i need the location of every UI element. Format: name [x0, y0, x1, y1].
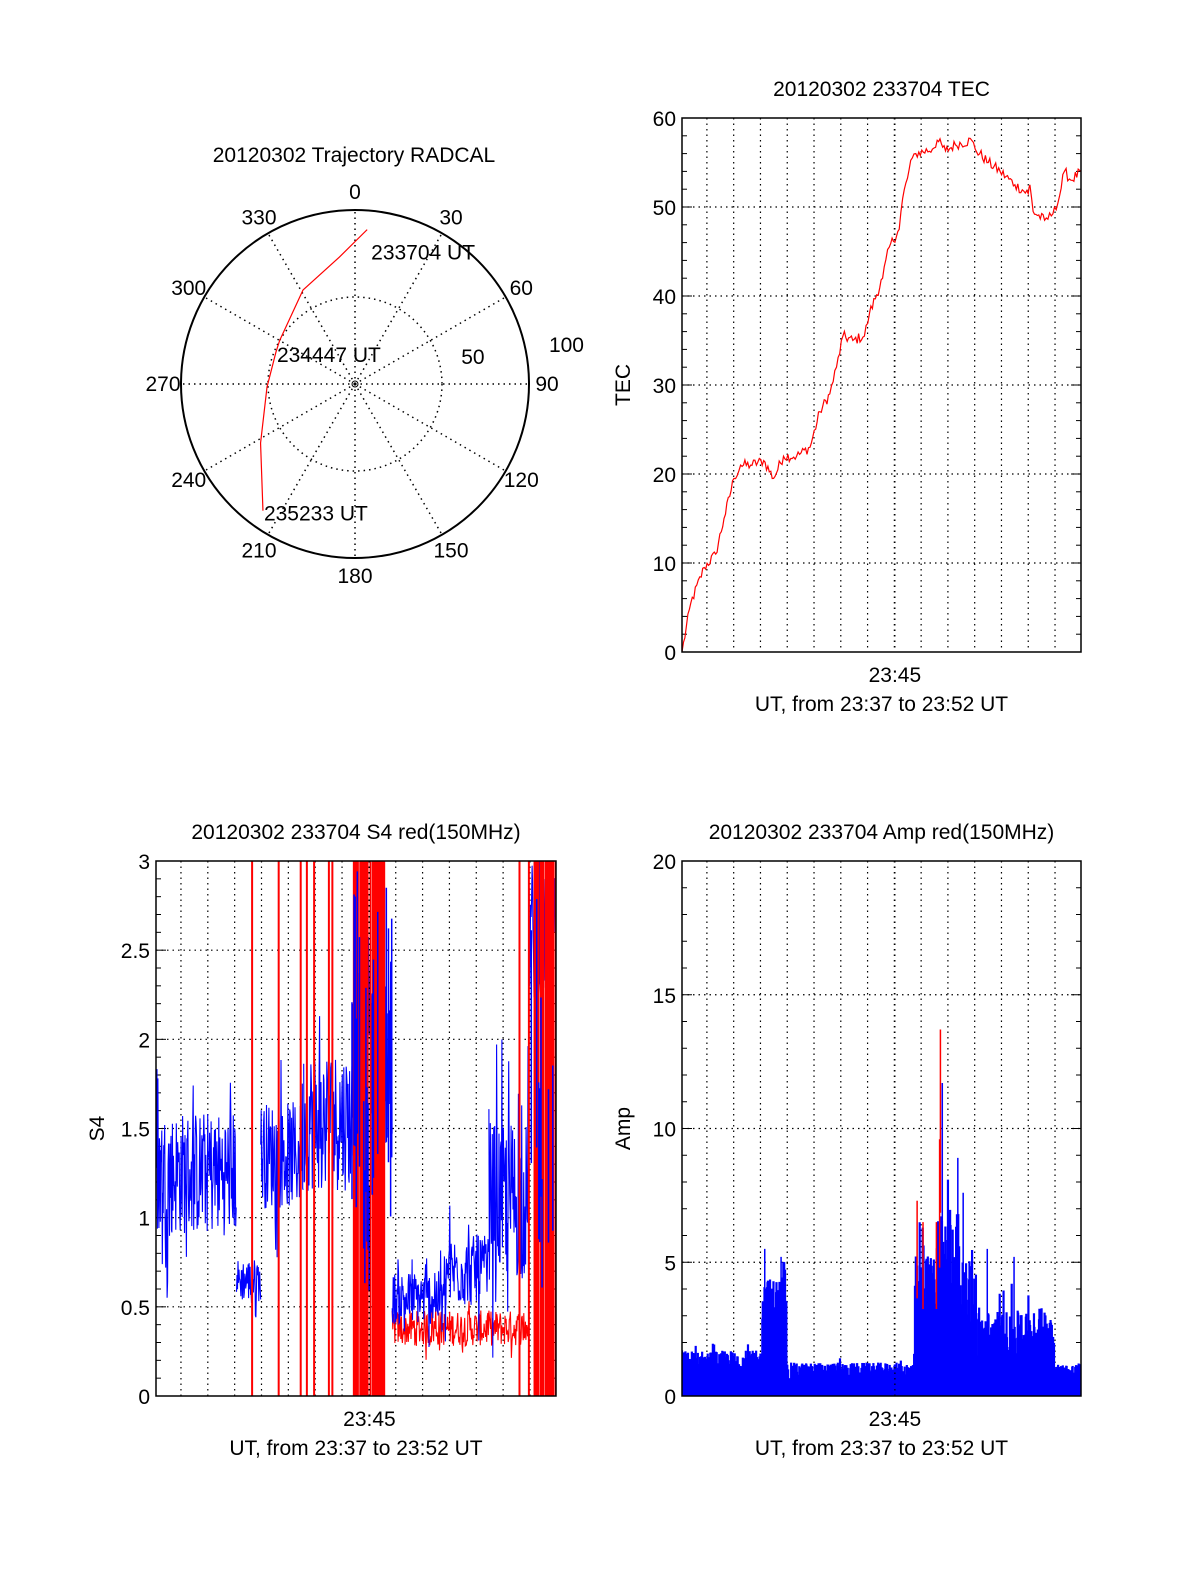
x-tick-label: 23:45: [869, 664, 922, 687]
radial-grid-line: [354, 383, 507, 472]
azimuth-label: 120: [504, 469, 539, 492]
tec-line: [682, 137, 1081, 652]
radial-label: 50: [461, 346, 484, 369]
chart-panel-2: 0 0.5 1 1.5 2 2.5 3 23:45 20120302 233704 S4 red…: [86, 821, 557, 1460]
outer-circle: [180, 209, 530, 559]
radial-grid-line: [354, 232, 443, 385]
time-annotation: 235233 UT: [264, 503, 368, 526]
y-axis-label: S4: [86, 1115, 109, 1141]
plot-frame: [155, 860, 557, 1397]
y-axis-label: Amp: [612, 1107, 635, 1150]
y-tick-label: 2: [138, 1029, 150, 1052]
x-tick-label: 23:45: [869, 1408, 922, 1431]
plot-area: [156, 861, 556, 1396]
y-tick-label: 50: [653, 197, 676, 220]
y-tick-label: 0: [664, 642, 676, 665]
x-axis-label: UT, from 23:37 to 23:52 UT: [229, 1437, 482, 1460]
radial-grid-line: [267, 383, 356, 536]
azimuth-label: 60: [510, 277, 533, 300]
y-tick-label: 2.5: [121, 940, 150, 963]
y-tick-label: 3: [138, 851, 150, 874]
y-tick-label: 1.5: [121, 1119, 150, 1142]
radial-label: 100: [549, 334, 584, 357]
azimuth-label: 300: [171, 277, 206, 300]
azimuth-label: 90: [535, 373, 558, 396]
chart-panel-1: 0 10 20 30 40 50 60 23:45 20120302 233704 TEC UT,…: [612, 78, 1082, 716]
y-tick-label: 0.5: [121, 1297, 150, 1320]
y-tick-label: 20: [653, 464, 676, 487]
y-tick-label: 30: [653, 375, 676, 398]
chart-panel-3: 0 5 10 15 20 23:45 20120302 233704 Amp red(150…: [612, 821, 1082, 1460]
azimuth-label: 270: [145, 373, 180, 396]
chart-title: 20120302 233704 TEC: [773, 78, 990, 101]
y-tick-label: 10: [653, 553, 676, 576]
y-tick-label: 10: [653, 1119, 676, 1142]
center-mark: [351, 380, 359, 388]
azimuth-label: 150: [433, 539, 468, 562]
plot-frame: [681, 860, 1082, 1397]
trajectory-line: [259, 229, 368, 511]
azimuth-label: 0: [349, 181, 361, 204]
y-tick-label: 40: [653, 286, 676, 309]
radial-grid-line: [203, 383, 356, 472]
time-annotation: 233704 UT: [371, 242, 475, 265]
radial-grid-line: [203, 296, 356, 385]
y-tick-label: 0: [138, 1386, 150, 1409]
azimuth-label: 210: [241, 539, 276, 562]
x-axis-label: UT, from 23:37 to 23:52 UT: [755, 1437, 1008, 1460]
y-tick-label: 20: [653, 851, 676, 874]
x-tick-label: 23:45: [343, 1408, 396, 1431]
plot-area: [682, 137, 1081, 652]
chart-title: 20120302 233704 Amp red(150MHz): [709, 821, 1055, 844]
x-axis-label: UT, from 23:37 to 23:52 UT: [755, 693, 1008, 716]
radial-grid-line: [267, 232, 356, 385]
azimuth-label: 330: [241, 207, 276, 230]
y-tick-label: 0: [664, 1386, 676, 1409]
azimuth-label: 180: [337, 565, 372, 588]
azimuth-label: 30: [439, 207, 462, 230]
radial-grid-line: [354, 296, 507, 385]
y-axis-label: TEC: [612, 364, 635, 406]
plot-frame: [681, 117, 1082, 653]
chart-title: 20120302 233704 S4 red(150MHz): [191, 821, 520, 844]
s4-red-line: [391, 1298, 530, 1364]
polar-trajectory-chart: 20120302 Trajectory RADCAL 0 30 60 90 120 150 1…: [145, 144, 584, 588]
radial-grid-line: [354, 383, 443, 536]
chart-title: 20120302 Trajectory RADCAL: [213, 144, 496, 167]
plot-area: [682, 1029, 1081, 1396]
inner-grid-circle: [267, 296, 443, 472]
y-tick-label: 60: [653, 108, 676, 131]
azimuth-label: 240: [171, 469, 206, 492]
y-tick-label: 1: [138, 1208, 150, 1231]
y-tick-label: 5: [664, 1252, 676, 1275]
time-annotation: 234447 UT: [277, 344, 381, 367]
y-tick-label: 15: [653, 985, 676, 1008]
